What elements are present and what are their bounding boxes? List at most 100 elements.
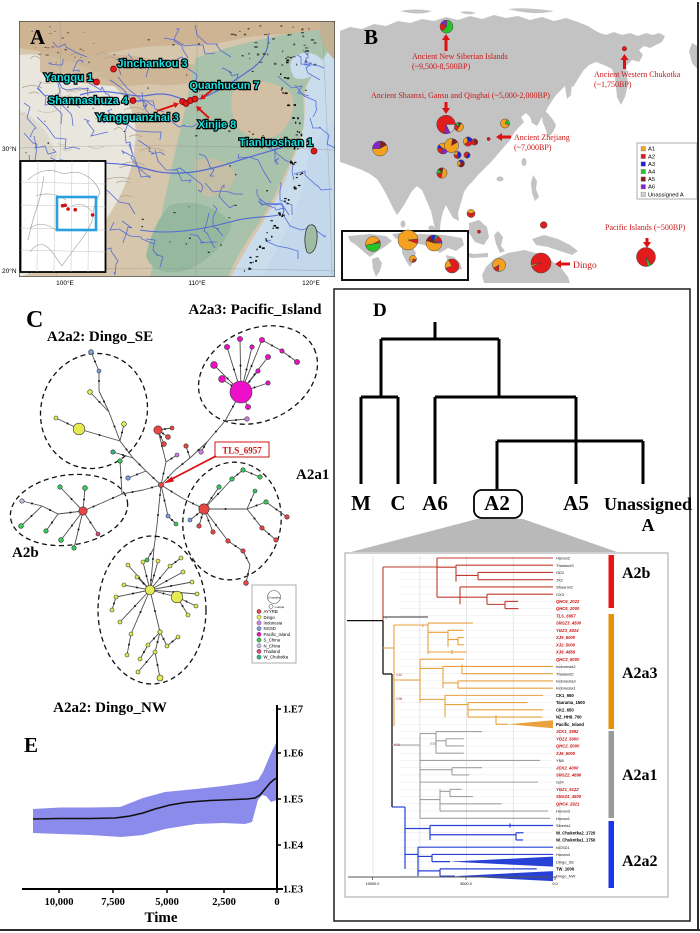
svg-text:XJ8_4858: XJ8_4858 — [555, 650, 576, 655]
svg-text:A6: A6 — [648, 185, 655, 191]
svg-text:Dingo: Dingo — [264, 615, 276, 620]
svg-text:SNSZ2_4696: SNSZ2_4696 — [556, 773, 582, 778]
svg-text:NGSD1: NGSD1 — [556, 845, 571, 850]
svg-text:Pacific_Island: Pacific_Island — [556, 722, 584, 727]
svg-text:0.97: 0.97 — [430, 742, 436, 746]
svg-text:Tianluoshan 1: Tianluoshan 1 — [239, 137, 313, 149]
svg-text:(~9,500-8,500BP): (~9,500-8,500BP) — [412, 62, 470, 71]
svg-text:A2a3: Pacific_Island: A2a3: Pacific_Island — [189, 302, 323, 318]
svg-text:A2a3: A2a3 — [622, 665, 658, 682]
svg-text:QHC2_5000: QHC2_5000 — [556, 744, 580, 749]
svg-text:10 samples: 10 samples — [268, 597, 281, 600]
svg-text:JX2: JX2 — [556, 577, 564, 582]
svg-text:Thailand2: Thailand2 — [556, 671, 574, 676]
svg-text:0.52: 0.52 — [396, 673, 402, 677]
svg-text:1.E7: 1.E7 — [283, 705, 303, 716]
svg-text:SNSZ3_4500: SNSZ3_4500 — [556, 621, 582, 626]
svg-text:20°N: 20°N — [2, 267, 17, 275]
svg-text:5,000: 5,000 — [155, 897, 179, 908]
svg-text:Pacific Islands (~500BP): Pacific Islands (~500BP) — [605, 223, 686, 232]
svg-text:Yangqu 1: Yangqu 1 — [44, 72, 93, 84]
svg-text:Dingo_NW: Dingo_NW — [556, 874, 576, 879]
svg-text:XJ2_5000: XJ2_5000 — [555, 642, 576, 647]
svg-text:110°E: 110°E — [188, 279, 206, 287]
svg-text:Thailand3: Thailand3 — [556, 563, 574, 568]
svg-text:Indonesia3: Indonesia3 — [556, 679, 576, 684]
svg-text:GX3: GX3 — [556, 592, 565, 597]
svg-text:Indonesia2: Indonesia2 — [556, 664, 576, 669]
svg-text:Jinchankou 3: Jinchankou 3 — [117, 58, 187, 70]
svg-text:A2a2: A2a2 — [622, 853, 658, 870]
svg-text:Yangguanzhai 3: Yangguanzhai 3 — [96, 112, 179, 124]
svg-text:1: 1 — [422, 624, 424, 628]
svg-text:A1: A1 — [648, 147, 655, 153]
svg-text:Hunan1: Hunan1 — [556, 816, 571, 821]
svg-text:CK1_650: CK1_650 — [556, 693, 574, 698]
svg-text:Hunan2: Hunan2 — [556, 556, 571, 561]
svg-text:0: 0 — [274, 897, 279, 908]
svg-text:B: B — [364, 25, 378, 49]
svg-text:N_China: N_China — [264, 643, 281, 648]
svg-text:Quanhucun 7: Quanhucun 7 — [189, 80, 259, 92]
svg-text:D: D — [373, 300, 387, 321]
svg-text:A2: A2 — [484, 491, 510, 515]
svg-text:YGZ2_5000: YGZ2_5000 — [556, 736, 579, 741]
svg-text:0.0: 0.0 — [552, 882, 557, 886]
svg-text:(~1,750BP): (~1,750BP) — [594, 80, 632, 89]
svg-text:TLS_6957: TLS_6957 — [222, 446, 262, 456]
svg-text:Xinjie 8: Xinjie 8 — [198, 119, 237, 131]
svg-text:Thailand: Thailand — [264, 649, 281, 654]
svg-text:A2b: A2b — [622, 565, 651, 582]
svg-text:NZ_HH8_700: NZ_HH8_700 — [556, 715, 582, 720]
svg-text:1.E3: 1.E3 — [283, 885, 303, 896]
svg-text:A2a2: Dingo_NW: A2a2: Dingo_NW — [53, 700, 167, 716]
svg-text:QHC3_5000: QHC3_5000 — [556, 657, 580, 662]
svg-text:TLS_6957: TLS_6957 — [556, 613, 576, 618]
svg-text:Time: Time — [144, 910, 177, 926]
svg-text:Shannashuza 4: Shannashuza 4 — [48, 95, 129, 107]
svg-text:Taurama_1500: Taurama_1500 — [556, 700, 585, 705]
svg-text:Ancient Zhejiang: Ancient Zhejiang — [514, 133, 570, 142]
svg-text:TW_1000: TW_1000 — [556, 866, 575, 871]
svg-text:0.91: 0.91 — [394, 743, 400, 747]
svg-text:A2: A2 — [648, 154, 655, 160]
svg-text:M: M — [351, 491, 371, 515]
svg-text:Ancient Shaanxi, Gansu and Qin: Ancient Shaanxi, Gansu and Qinghai (~5,0… — [371, 91, 550, 100]
svg-text:W_Chukotka: W_Chukotka — [264, 655, 289, 660]
svg-text:QHC6_2022: QHC6_2022 — [556, 599, 580, 604]
svg-text:A4: A4 — [648, 170, 656, 176]
svg-text:SNSZ4_4500: SNSZ4_4500 — [556, 794, 582, 799]
svg-text:YN8: YN8 — [556, 758, 565, 763]
svg-text:Indonesia: Indonesia — [264, 621, 283, 626]
svg-text:A: A — [642, 515, 655, 535]
svg-text:10,000: 10,000 — [45, 897, 74, 908]
svg-text:A3: A3 — [648, 162, 655, 168]
svg-text:S_China: S_China — [264, 638, 281, 643]
svg-text:YGZ1_5122: YGZ1_5122 — [556, 787, 579, 792]
svg-text:QHC5_2000: QHC5_2000 — [556, 606, 580, 611]
svg-text:JCK1_3992: JCK1_3992 — [556, 729, 579, 734]
svg-text:1: 1 — [385, 616, 387, 620]
svg-text:CK2_650: CK2_650 — [556, 707, 574, 712]
svg-text:GD2: GD2 — [556, 570, 565, 575]
svg-text:A5: A5 — [563, 491, 589, 515]
svg-text:30°N: 30°N — [2, 145, 17, 153]
svg-text:JCK2_4000: JCK2_4000 — [556, 765, 579, 770]
svg-text:C: C — [26, 307, 43, 333]
svg-text:W_Chukotka2_1720: W_Chukotka2_1720 — [556, 830, 596, 835]
svg-text:YGZ3_5024: YGZ3_5024 — [556, 628, 579, 633]
svg-text:QHC4_2921: QHC4_2921 — [556, 801, 580, 806]
svg-text:A2a1: A2a1 — [296, 467, 329, 483]
svg-text:AYYRB: AYYRB — [264, 609, 278, 614]
svg-text:Shaanxi2: Shaanxi2 — [556, 585, 573, 590]
svg-text:Ancient New Siberian Islands: Ancient New Siberian Islands — [412, 52, 508, 61]
svg-text:1.E6: 1.E6 — [283, 749, 303, 760]
svg-text:Hunan4: Hunan4 — [556, 852, 571, 857]
svg-text:(~7,000BP): (~7,000BP) — [514, 143, 552, 152]
svg-text:100°E: 100°E — [56, 279, 74, 287]
svg-text:E: E — [24, 733, 38, 757]
svg-text:Dingo_SE: Dingo_SE — [556, 859, 574, 864]
svg-text:Ancient Western Chukotka: Ancient Western Chukotka — [594, 70, 681, 79]
svg-text:Indonesia1: Indonesia1 — [556, 686, 576, 691]
svg-text:XJ6_5000: XJ6_5000 — [555, 751, 576, 756]
